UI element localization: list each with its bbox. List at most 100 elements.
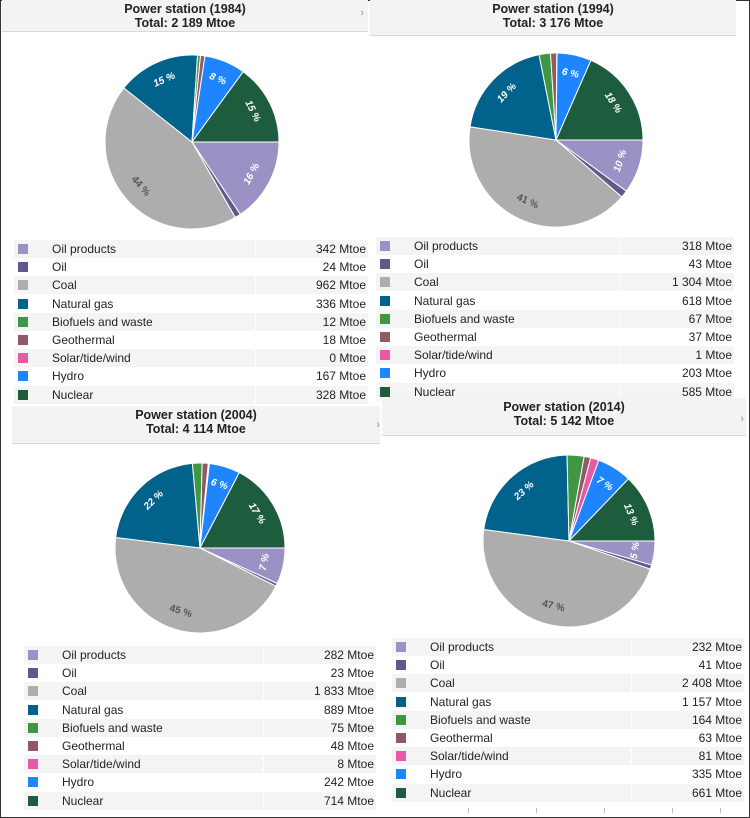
legend-row[interactable]: Nuclear 328 Mtoe bbox=[14, 385, 368, 404]
legend-swatch bbox=[396, 714, 406, 725]
legend-row[interactable]: Coal 1 833 Mtoe bbox=[24, 682, 376, 701]
pie-slice-coal[interactable] bbox=[104, 87, 236, 230]
legend-row[interactable]: Geothermal 18 Mtoe bbox=[14, 331, 368, 349]
chart-title-text: Power station (2004) bbox=[135, 408, 257, 422]
legend-row[interactable]: Coal 962 Mtoe bbox=[14, 276, 368, 295]
legend-value: 282 Mtoe bbox=[323, 648, 374, 662]
legend-row[interactable]: Oil products 232 Mtoe bbox=[392, 638, 744, 656]
legend-label: Nuclear bbox=[430, 785, 472, 800]
chart-title-text: Power station (1984) bbox=[124, 2, 246, 16]
tick-mark bbox=[604, 808, 605, 813]
column-divider bbox=[263, 664, 265, 683]
pie-slice-nuclear[interactable] bbox=[567, 478, 656, 542]
column-divider bbox=[619, 364, 621, 383]
legend-row[interactable]: Oil 41 Mtoe bbox=[392, 656, 744, 675]
column-divider bbox=[263, 682, 265, 701]
legend-value: 41 Mtoe bbox=[698, 658, 742, 673]
pie-slice-natural-gas[interactable] bbox=[483, 454, 570, 542]
column-divider bbox=[254, 258, 256, 277]
legend-value: 164 Mtoe bbox=[691, 712, 742, 727]
legend-row[interactable]: Geothermal 48 Mtoe bbox=[24, 737, 376, 755]
legend-row[interactable]: Oil 43 Mtoe bbox=[376, 255, 734, 274]
pie-slice-coal[interactable] bbox=[114, 536, 277, 634]
legend-row[interactable]: Geothermal 37 Mtoe bbox=[376, 328, 734, 346]
legend-row[interactable]: Natural gas 889 Mtoe bbox=[24, 700, 376, 719]
chart-subtitle-text: Total: 2 189 Mtoe bbox=[134, 16, 236, 30]
pie-slice-nuclear[interactable] bbox=[555, 59, 644, 141]
legend-row[interactable]: Hydro 203 Mtoe bbox=[376, 364, 734, 383]
pie-slice-coal[interactable] bbox=[468, 126, 623, 228]
legend-row[interactable]: Oil 23 Mtoe bbox=[24, 664, 376, 683]
legend-swatch bbox=[380, 295, 390, 306]
legend-row[interactable]: Oil products 342 Mtoe bbox=[14, 240, 368, 258]
legend-swatch bbox=[28, 722, 38, 733]
legend-swatch bbox=[396, 787, 406, 798]
legend-row[interactable]: Oil products 282 Mtoe bbox=[24, 646, 376, 664]
pie-slice-nuclear[interactable] bbox=[191, 70, 280, 143]
expand-icon[interactable]: › bbox=[360, 7, 364, 19]
tick-mark bbox=[672, 808, 673, 813]
legend-row[interactable]: Natural gas 336 Mtoe bbox=[14, 294, 368, 313]
legend-swatch bbox=[380, 241, 390, 251]
legend-swatch bbox=[380, 368, 390, 379]
pie-slice-coal[interactable] bbox=[482, 528, 651, 628]
legend-row[interactable]: Biofuels and waste 164 Mtoe bbox=[392, 710, 744, 729]
legend-row[interactable]: Nuclear 714 Mtoe bbox=[24, 791, 376, 810]
legend-row[interactable]: Natural gas 618 Mtoe bbox=[376, 291, 734, 310]
column-divider bbox=[619, 237, 621, 255]
tick-mark bbox=[536, 808, 537, 813]
legend-label: Geothermal bbox=[52, 333, 115, 347]
chart-title: Power station (1984) Total: 2 189 Mtoe › bbox=[2, 0, 368, 32]
legend-swatch bbox=[18, 280, 28, 291]
legend-row[interactable]: Nuclear 661 Mtoe bbox=[392, 783, 744, 802]
legend-value: 585 Mtoe bbox=[681, 384, 732, 399]
pie-slice-nuclear[interactable] bbox=[199, 471, 286, 549]
legend-row[interactable]: Natural gas 1 157 Mtoe bbox=[392, 692, 744, 711]
legend-row[interactable]: Geothermal 63 Mtoe bbox=[392, 729, 744, 747]
legend-row[interactable]: Solar/tide/wind 81 Mtoe bbox=[392, 747, 744, 766]
legend-row[interactable]: Solar/tide/wind 0 Mtoe bbox=[14, 349, 368, 368]
legend-row[interactable]: Biofuels and waste 12 Mtoe bbox=[14, 312, 368, 331]
legend-value: 24 Mtoe bbox=[322, 260, 366, 275]
legend-value: 18 Mtoe bbox=[322, 333, 366, 347]
pie-slice-natural-gas[interactable] bbox=[123, 54, 199, 143]
legend-swatch bbox=[28, 759, 38, 770]
pie-slice-natural-gas[interactable] bbox=[469, 54, 557, 141]
legend-value: 336 Mtoe bbox=[315, 296, 366, 311]
legend-row[interactable]: Nuclear 585 Mtoe bbox=[376, 382, 734, 401]
legend-row[interactable]: Oil products 318 Mtoe bbox=[376, 237, 734, 255]
legend-row[interactable]: Biofuels and waste 67 Mtoe bbox=[376, 309, 734, 328]
chart-title-text: Power station (2014) bbox=[503, 400, 625, 414]
legend-row[interactable]: Hydro 335 Mtoe bbox=[392, 765, 744, 784]
legend-label: Coal bbox=[62, 684, 87, 699]
legend-row[interactable]: Biofuels and waste 75 Mtoe bbox=[24, 718, 376, 737]
pie-chart-2004: 7 %45 %22 %6 %17 % bbox=[114, 462, 286, 634]
column-divider bbox=[619, 346, 621, 365]
legend-row[interactable]: Solar/tide/wind 1 Mtoe bbox=[376, 346, 734, 365]
column-divider bbox=[254, 240, 256, 258]
expand-icon[interactable]: › bbox=[740, 413, 744, 425]
legend-label: Nuclear bbox=[414, 384, 456, 399]
pie-slice-oil-products[interactable] bbox=[191, 141, 280, 216]
chart-panel-1984: Power station (1984) Total: 2 189 Mtoe ›… bbox=[2, 0, 368, 410]
legend-label: Coal bbox=[430, 676, 455, 691]
legend-swatch bbox=[18, 244, 28, 254]
chart-subtitle-text: Total: 4 114 Mtoe bbox=[146, 422, 246, 436]
legend-row[interactable]: Coal 2 408 Mtoe bbox=[392, 674, 744, 693]
legend-swatch bbox=[396, 769, 406, 780]
legend-row[interactable]: Oil 24 Mtoe bbox=[14, 258, 368, 277]
legend-row[interactable]: Hydro 242 Mtoe bbox=[24, 773, 376, 792]
pie-slice-natural-gas[interactable] bbox=[115, 462, 201, 549]
legend-value: 67 Mtoe bbox=[688, 311, 732, 326]
legend-row[interactable]: Hydro 167 Mtoe bbox=[14, 367, 368, 386]
column-divider bbox=[619, 382, 621, 401]
legend-row[interactable]: Coal 1 304 Mtoe bbox=[376, 273, 734, 292]
legend-swatch bbox=[28, 795, 38, 806]
axis-ticks bbox=[400, 808, 740, 814]
legend-value: 342 Mtoe bbox=[315, 242, 366, 256]
legend-label: Nuclear bbox=[52, 387, 94, 402]
legend-row[interactable]: Solar/tide/wind 8 Mtoe bbox=[24, 755, 376, 774]
legend-label: Oil bbox=[62, 666, 77, 681]
expand-icon[interactable]: › bbox=[376, 419, 380, 431]
legend-swatch bbox=[396, 660, 406, 671]
